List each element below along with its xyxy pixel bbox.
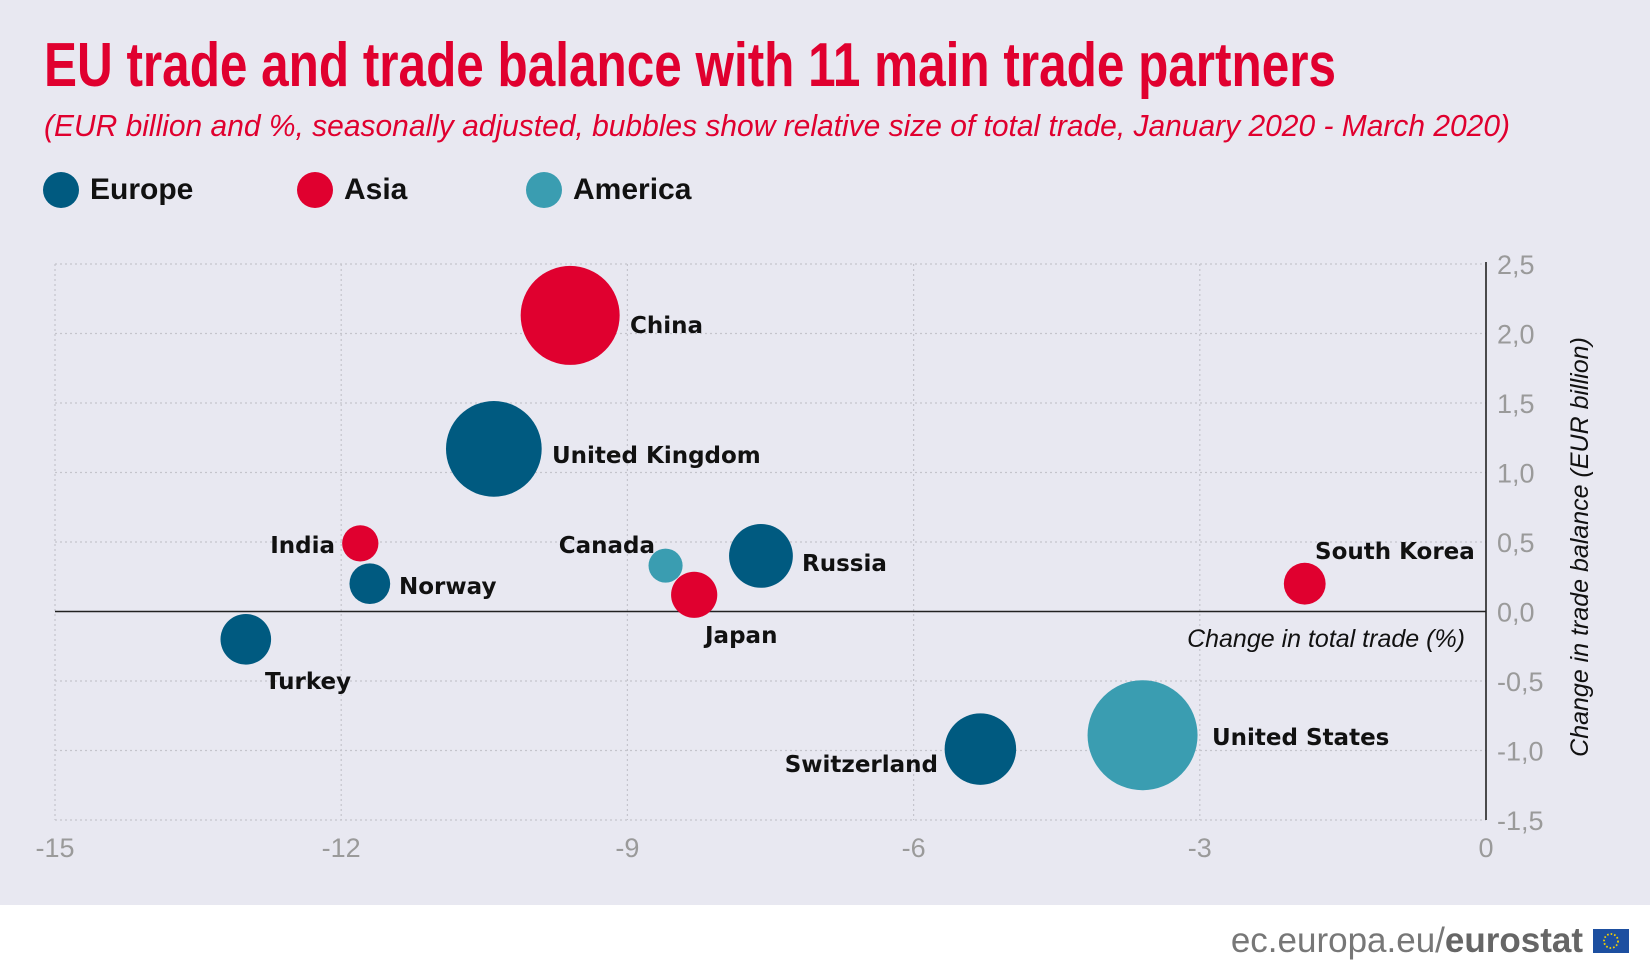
bubble-label-india: India — [270, 533, 335, 559]
bubble-norway — [349, 563, 391, 605]
chart-title: EU trade and trade balance with 11 main … — [44, 31, 1336, 100]
x-tick-label: -9 — [615, 833, 639, 863]
bubble-label-japan: Japan — [703, 623, 777, 649]
legend-label-europe: Europe — [90, 173, 193, 206]
bubble-label-switzerland: Switzerland — [785, 752, 938, 778]
bubble-label-south-korea: South Korea — [1315, 539, 1475, 565]
x-tick-label: 0 — [1478, 833, 1493, 863]
chart-background — [0, 0, 1650, 905]
bubble-united-kingdom — [445, 401, 542, 497]
bubble-turkey — [220, 614, 272, 665]
bubble-label-united-states: United States — [1212, 725, 1389, 751]
bubble-label-norway: Norway — [399, 574, 496, 600]
y-tick-label: 2,0 — [1497, 320, 1535, 350]
footer-url: ec.europa.eu/eurostat — [1231, 921, 1583, 960]
legend-marker-asia — [297, 172, 333, 208]
x-tick-label: -3 — [1188, 833, 1212, 863]
legend-label-asia: Asia — [344, 173, 408, 206]
bubble-label-canada: Canada — [559, 533, 655, 559]
bubble-south-korea — [1283, 562, 1326, 605]
legend-label-america: America — [573, 173, 692, 206]
y-tick-label: 2,5 — [1497, 250, 1535, 280]
y-tick-label: 1,0 — [1497, 459, 1535, 489]
bubble-label-china: China — [630, 313, 703, 339]
bubble-label-united-kingdom: United Kingdom — [552, 443, 761, 469]
eu-flag-icon — [1593, 929, 1629, 953]
y-axis-label: Change in trade balance (EUR billion) — [1566, 337, 1594, 757]
bubble-canada — [648, 548, 683, 583]
y-tick-label: 0,0 — [1497, 598, 1535, 628]
x-tick-label: -6 — [902, 833, 926, 863]
y-tick-label: -0,5 — [1497, 667, 1544, 697]
x-tick-label: -12 — [322, 833, 361, 863]
bubble-russia — [729, 524, 793, 588]
x-axis-label: Change in total trade (%) — [1187, 625, 1465, 653]
y-tick-label: 1,5 — [1497, 389, 1535, 419]
legend-marker-europe — [43, 172, 79, 208]
bubble-switzerland — [944, 713, 1017, 785]
y-tick-label: -1,5 — [1497, 806, 1544, 836]
legend-marker-america — [526, 172, 562, 208]
footer-brand: eurostat — [1445, 921, 1583, 960]
bubble-label-turkey: Turkey — [265, 669, 351, 695]
bubble-japan — [671, 571, 718, 618]
legend: Europe Asia America — [43, 172, 692, 208]
y-tick-label: 0,5 — [1497, 528, 1535, 558]
bubble-united-states — [1087, 680, 1198, 791]
footer-site: ec.europa.eu/ — [1231, 921, 1445, 960]
y-tick-label: -1,0 — [1497, 737, 1544, 767]
x-tick-label: -15 — [35, 833, 74, 863]
bubble-china — [520, 265, 620, 365]
bubble-india — [342, 525, 379, 562]
bubble-label-russia: Russia — [802, 551, 887, 577]
bubbles — [220, 265, 1326, 791]
bubble-labels: China United Kingdom India Norway Turkey Cana… — [265, 313, 1475, 778]
chart-subtitle: (EUR billion and %, seasonally adjusted,… — [44, 108, 1510, 143]
